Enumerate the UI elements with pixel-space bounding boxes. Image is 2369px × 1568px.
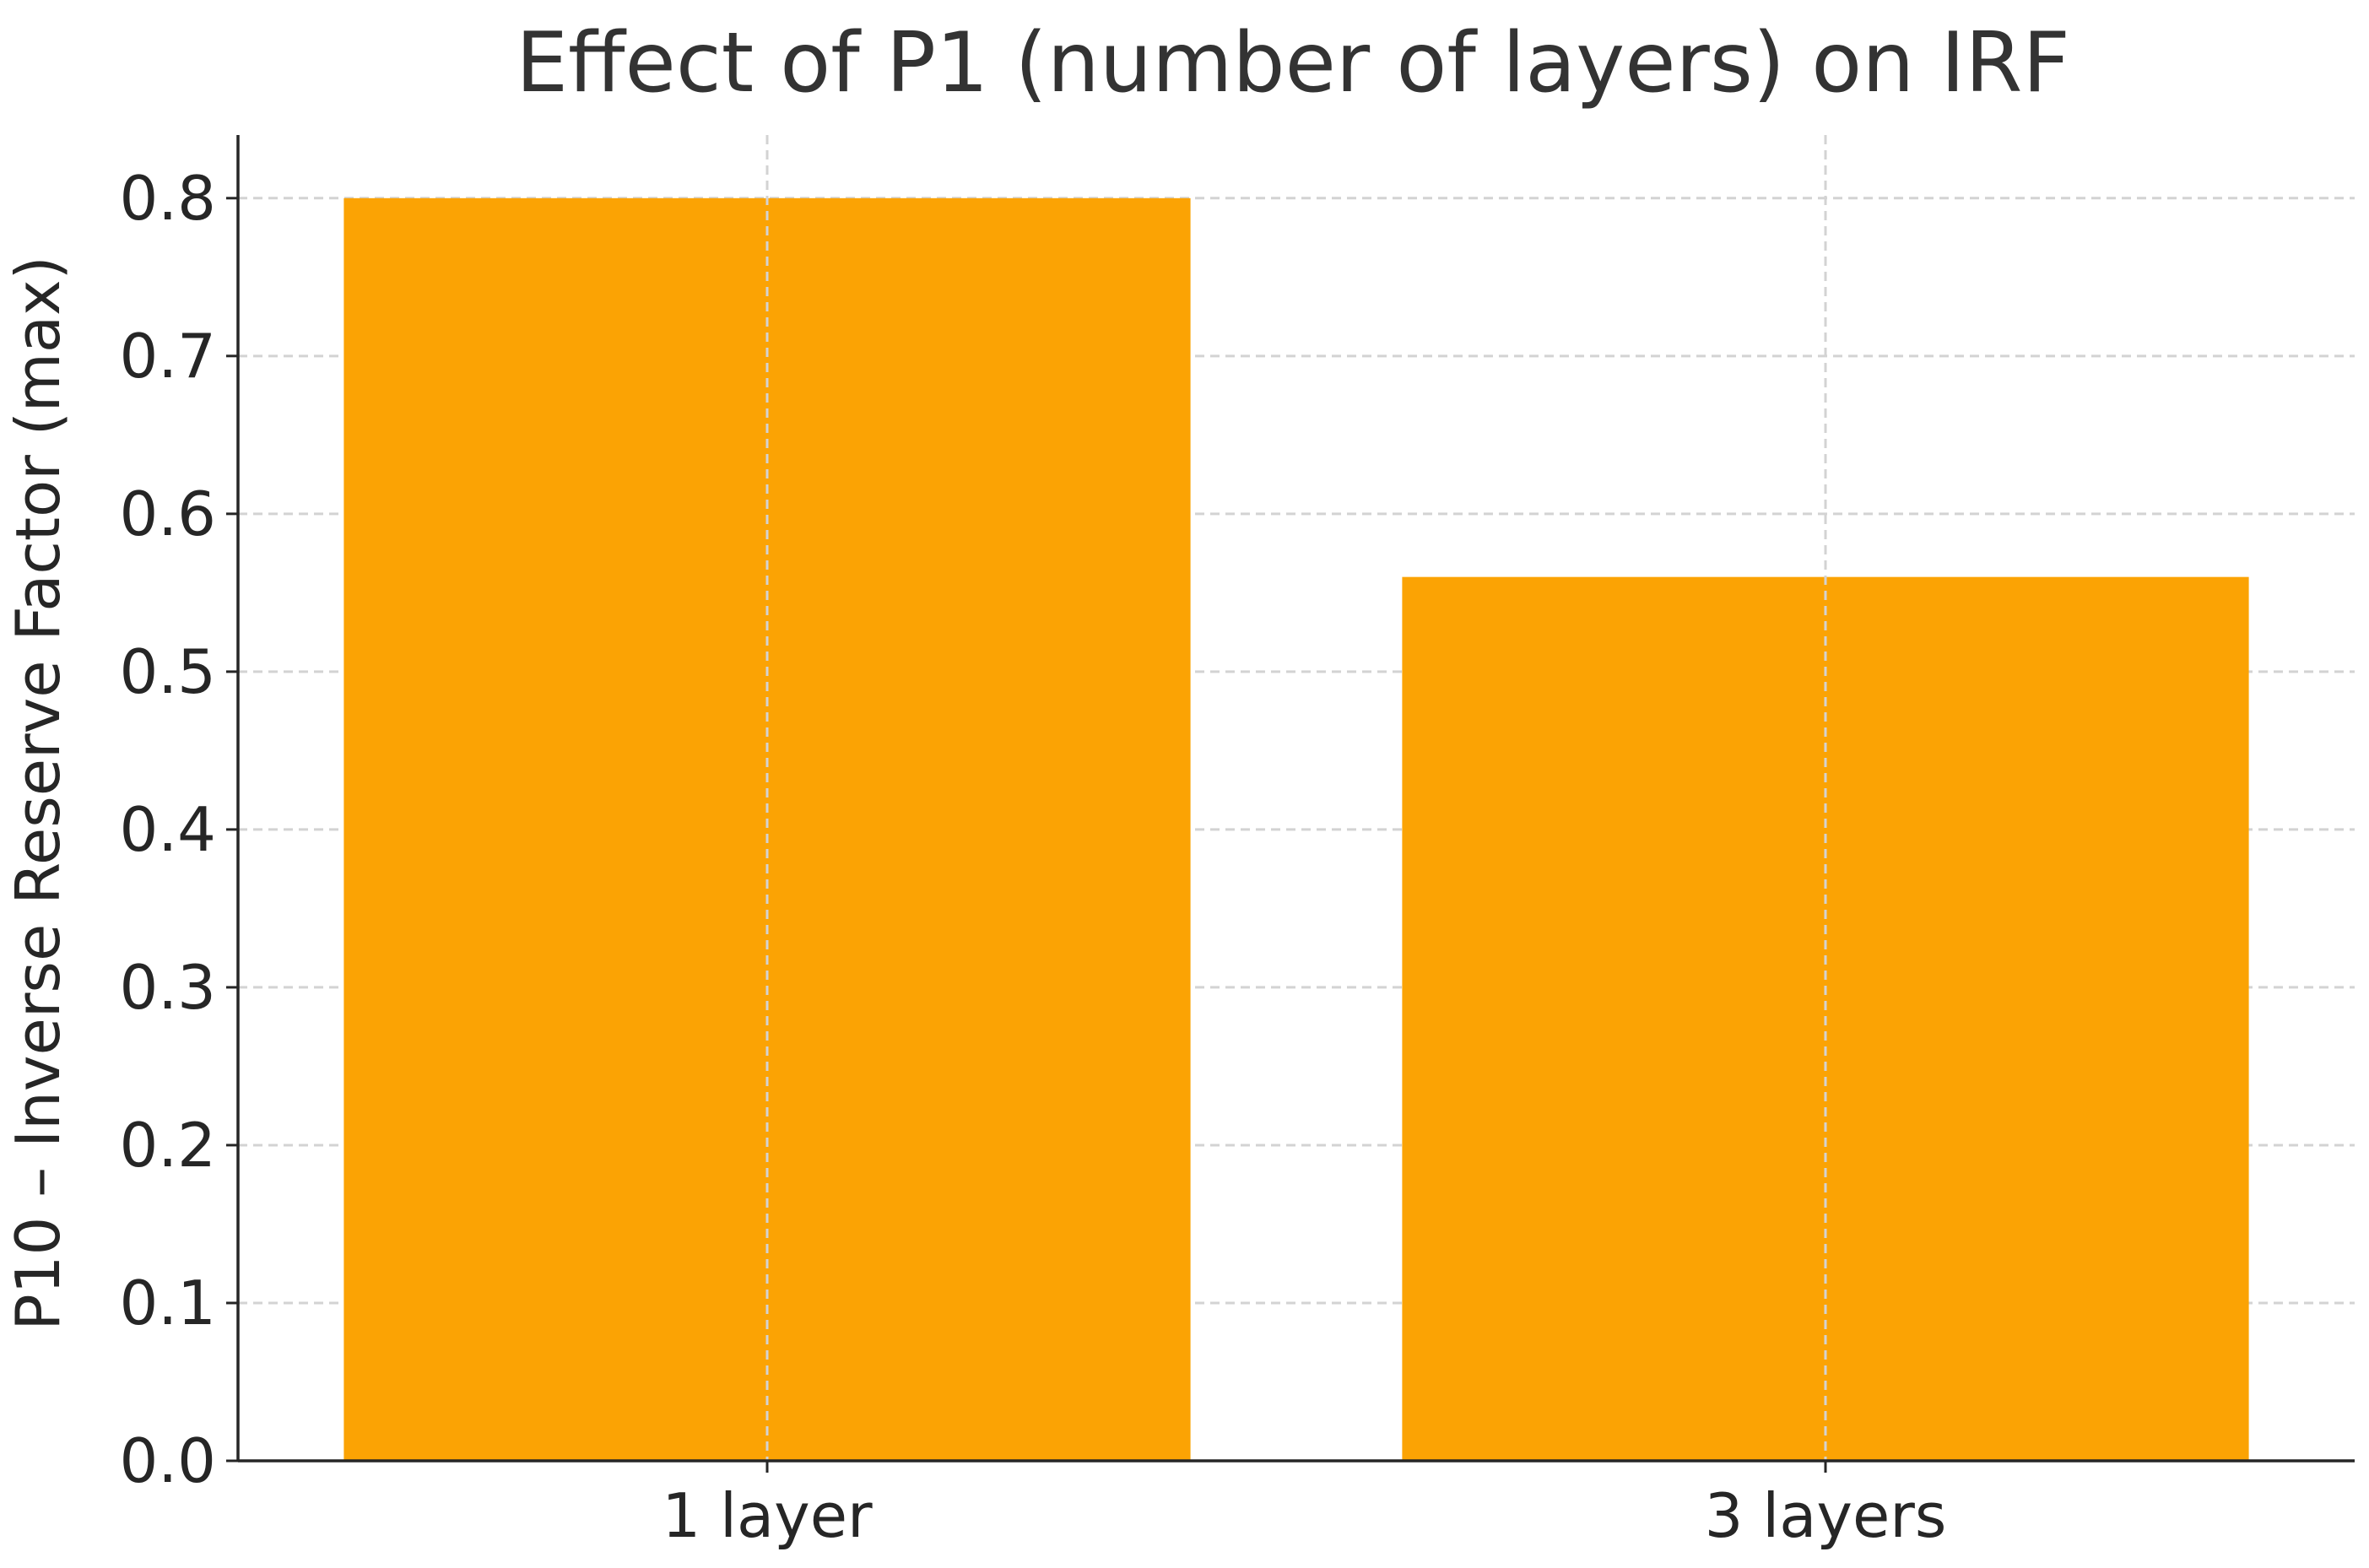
y-tick-label: 0.7 — [119, 321, 216, 392]
y-tick-label: 0.3 — [119, 952, 216, 1023]
y-tick-label: 0.8 — [119, 163, 216, 234]
chart-title: Effect of P1 (number of layers) on IRF — [516, 15, 2070, 111]
y-tick-label: 0.5 — [119, 636, 216, 707]
y-axis-label: P10 – Inverse Reserve Factor (max) — [3, 256, 73, 1331]
y-tick-label: 0.2 — [119, 1110, 216, 1181]
x-ticks: 1 layer 3 layers — [662, 1461, 1946, 1551]
y-tick-label: 0.4 — [119, 794, 216, 865]
y-tick-label: 0.0 — [119, 1425, 216, 1496]
x-tick-label: 3 layers — [1705, 1480, 1947, 1551]
y-ticks: 0.0 0.1 0.2 0.3 0.4 0.5 0.6 0.7 0.8 — [119, 163, 238, 1496]
y-tick-label: 0.6 — [119, 479, 216, 549]
vertical-grid-lines — [765, 135, 1827, 1461]
bar-1-layer — [343, 197, 1191, 1461]
x-tick-label: 1 layer — [662, 1480, 873, 1551]
y-tick-label: 0.1 — [119, 1268, 216, 1338]
bars — [343, 197, 2249, 1461]
